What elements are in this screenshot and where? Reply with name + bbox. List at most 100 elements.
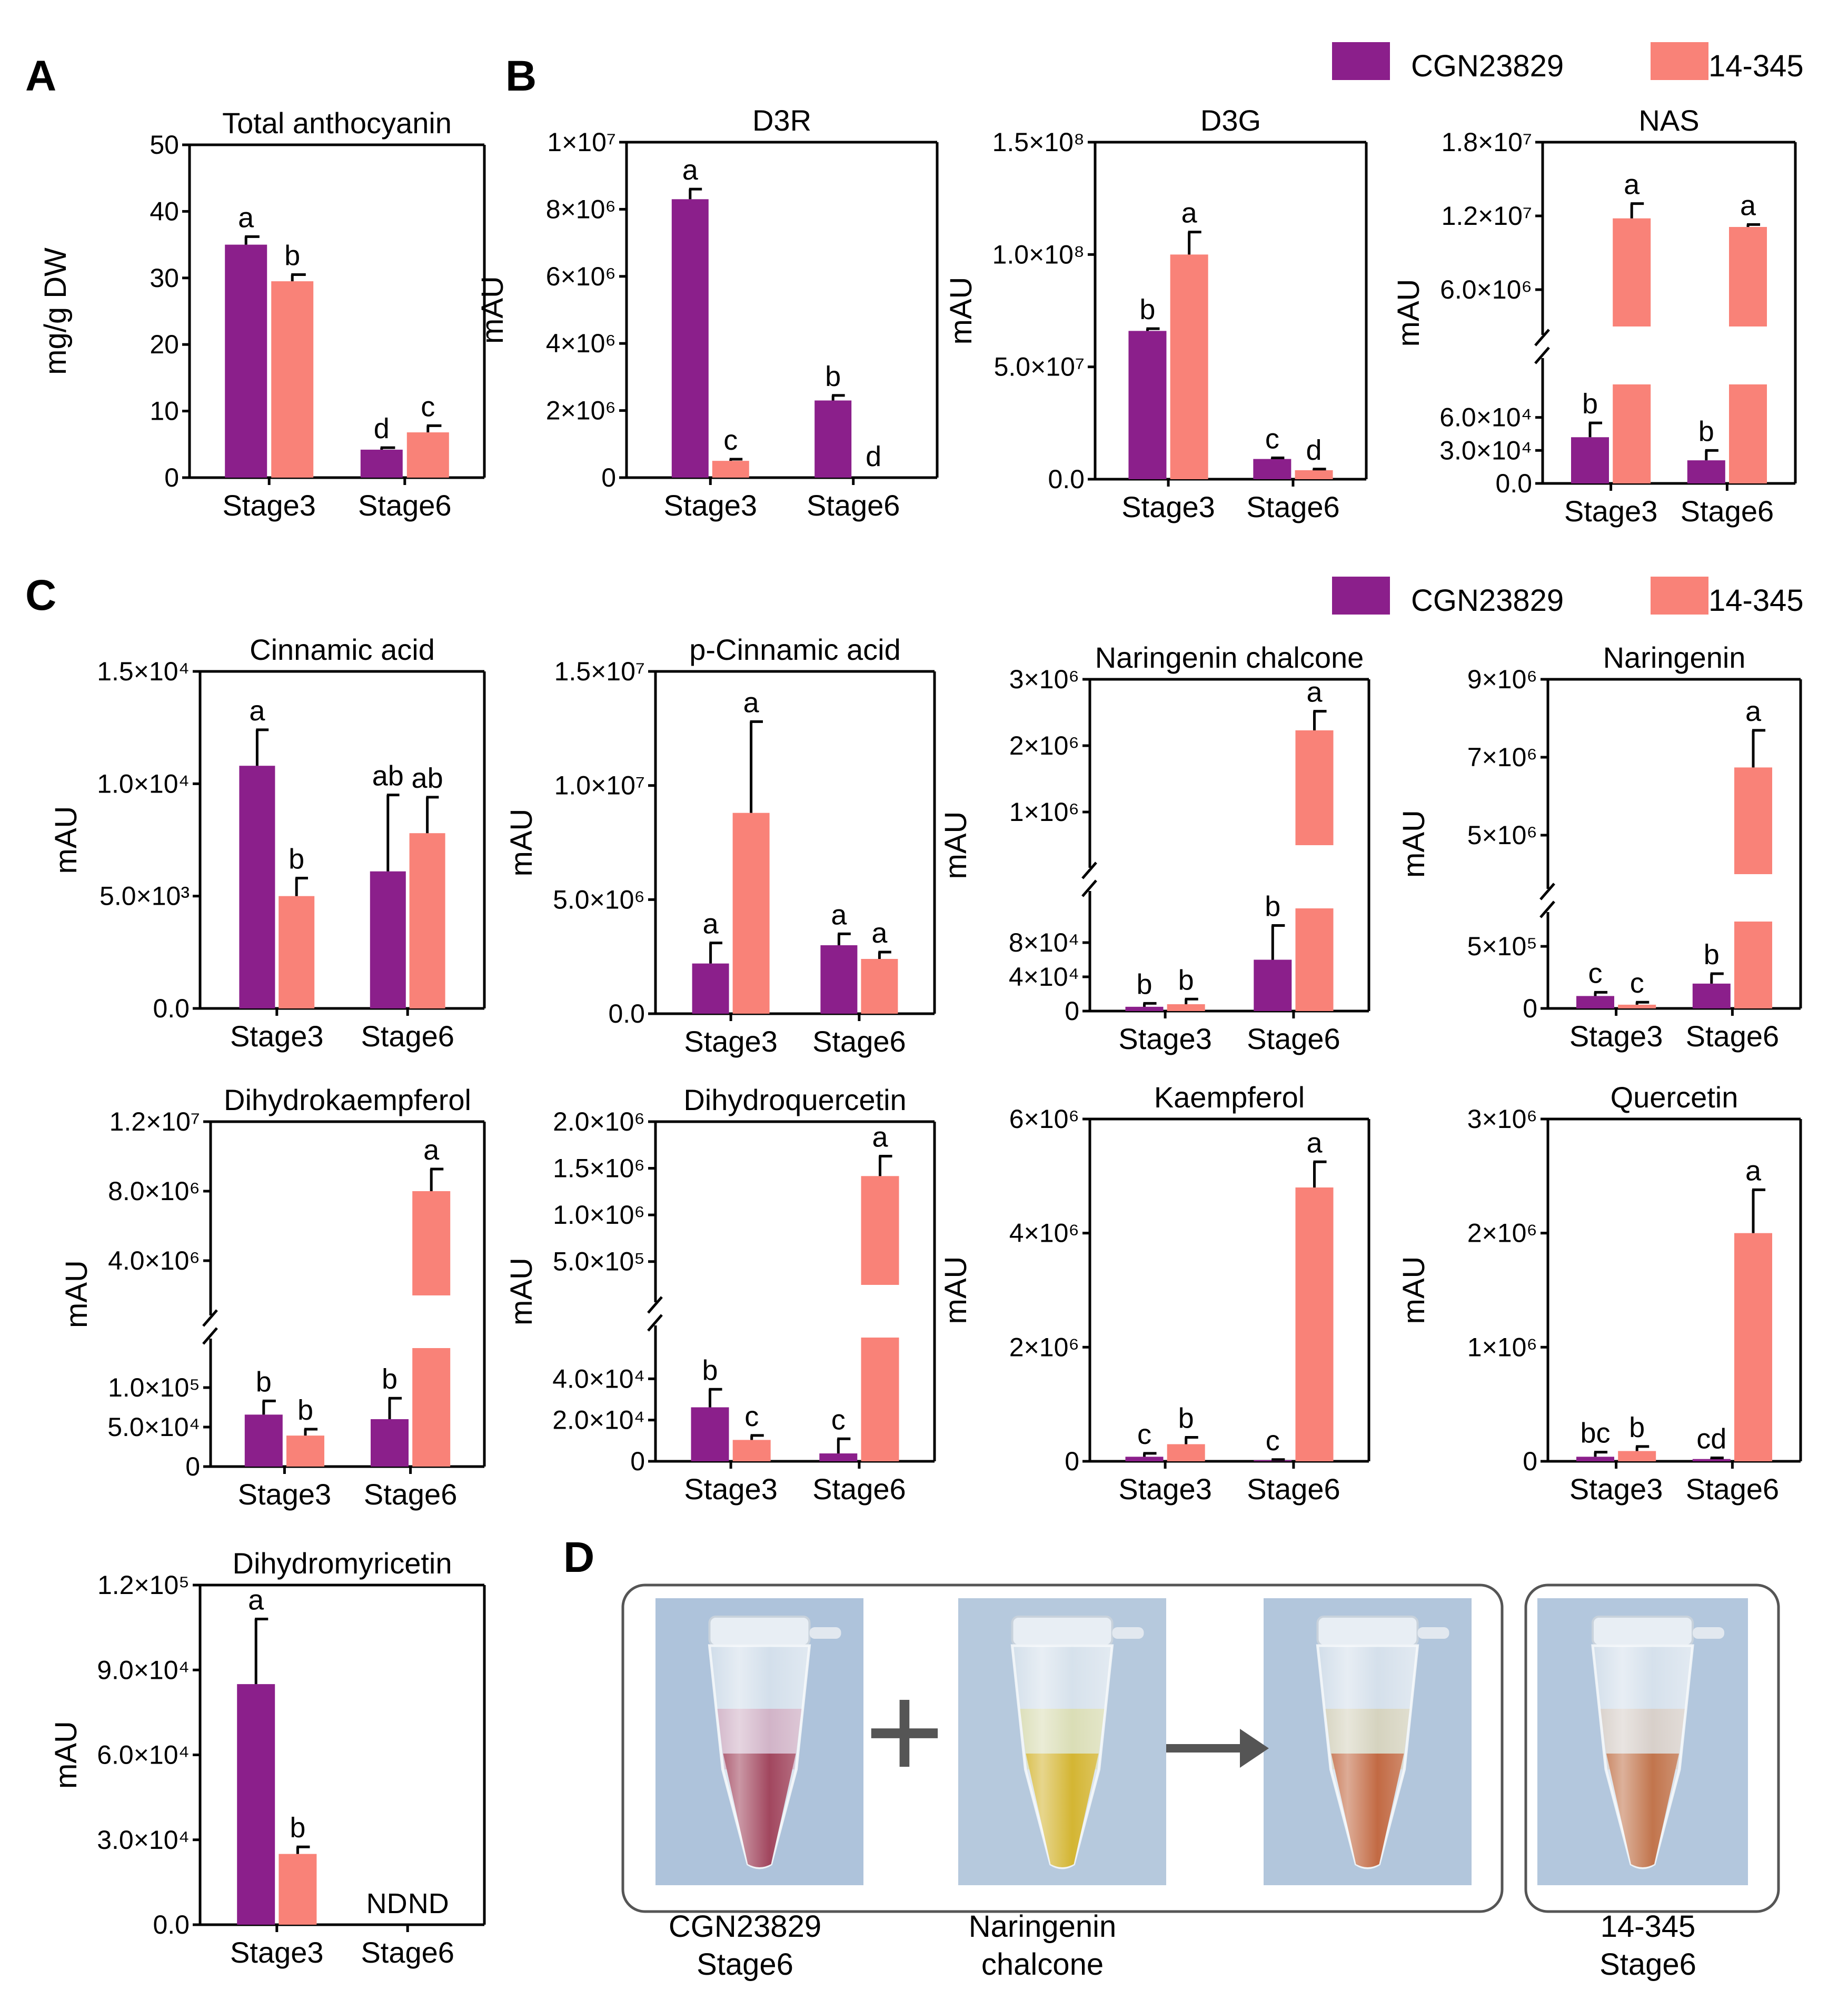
chart-naringenin-chalcone: 0 4×10⁴ 8×10⁴ 1×10⁶ 2×10⁶ 3×10⁶ Naringenin cha… [939, 641, 1370, 1055]
bar-stage6-s2 [1295, 730, 1334, 845]
y-tick-label: 0.0 [1495, 469, 1532, 498]
photo-naringenin-chalcone [958, 1598, 1166, 1885]
panel-d: + CGN23829 Stage6 Naringenin chalcone 14… [621, 1583, 1780, 1982]
tube-glare [1317, 1646, 1418, 1868]
significance-letter: b [289, 844, 304, 875]
chart-title: Total anthocyanin [222, 106, 452, 140]
significance-letter: cd [1696, 1423, 1726, 1455]
y-tick-label: 2.0×10⁴ [552, 1405, 645, 1435]
y-tick-label: 1.5×10⁷ [554, 657, 645, 686]
bar-stage3-s2 [279, 1854, 317, 1925]
y-tick-label: 6×10⁶ [546, 262, 616, 291]
bar-stage3-s1 [1571, 437, 1609, 483]
significance-letter: c [831, 1404, 846, 1435]
y-tick-label: 1.5×10⁶ [553, 1154, 645, 1183]
significance-letter: ND [408, 1888, 449, 1919]
y-tick-label: 5×10⁶ [1467, 820, 1537, 850]
bar-stage6-s1 [1254, 959, 1292, 1011]
significance-letter: d [866, 441, 881, 472]
photo-group-frame [621, 1583, 1504, 1913]
chart-naringenin: 0 5×10⁵ 5×10⁶ 7×10⁶ 9×10⁶ Naringenin mAU Stage3… [1397, 641, 1802, 1053]
significance-letter: b [290, 1812, 305, 1844]
chart-title: Quercetin [1611, 1081, 1738, 1114]
y-tick-label: 4.0×10⁴ [552, 1364, 645, 1393]
bar-stage6-s2 [1734, 1233, 1772, 1461]
photo-mixture [1264, 1598, 1472, 1885]
y-tick-label: 30 [150, 263, 179, 293]
y-tick-label: 3.0×10⁴ [1439, 435, 1532, 465]
y-axis-title: mAU [944, 277, 978, 345]
significance-letter: b [256, 1366, 272, 1398]
x-tick-label-stage3: Stage3 [1118, 1472, 1212, 1506]
x-tick-label-stage6: Stage6 [1247, 1022, 1340, 1055]
significance-letter: b [1178, 1403, 1194, 1434]
bar-stage3-s2 [1618, 1004, 1656, 1008]
chart-nas: 0.0 3.0×10⁴ 6.0×10⁴ 6.0×10⁶ 1.2×10⁷ 1.8×10⁷ NA… [1392, 104, 1797, 528]
y-tick-label: 4×10⁶ [1009, 1219, 1079, 1248]
x-tick-label-stage3: Stage3 [1569, 1019, 1663, 1053]
axis-break-mark [647, 1314, 663, 1332]
chart-p-cinnamic-acid: 0.0 5.0×10⁶ 1.0×10⁷ 1.5×10⁷ p-Cinnamic acid m… [504, 633, 936, 1058]
significance-letter: b [382, 1363, 398, 1395]
significance-letter: c [421, 391, 435, 422]
x-tick-label-stage6: Stage6 [1247, 1472, 1340, 1506]
significance-letter: c [744, 1401, 759, 1432]
legend-swatch-14-345 [1651, 42, 1708, 80]
y-tick-label: 10 [150, 397, 179, 426]
y-tick-label: 5.0×10⁶ [553, 885, 645, 914]
chart-title: Cinnamic acid [250, 633, 435, 666]
x-tick-label-stage3: Stage3 [684, 1472, 778, 1506]
significance-letter: a [703, 908, 719, 940]
significance-letter: c [1266, 1425, 1280, 1457]
bar-stage3-s2 [1613, 218, 1651, 326]
y-tick-label: 1×10⁷ [547, 127, 616, 157]
axis-break-mark [1539, 883, 1555, 900]
y-axis-title: mAU [1397, 810, 1431, 878]
tube-hinge [1112, 1627, 1144, 1639]
bar-stage3-s1 [691, 1407, 729, 1461]
y-axis-title: mAU [49, 1721, 83, 1789]
y-axis-title: mg/g DW [38, 247, 73, 375]
x-tick-label-stage3: Stage3 [1564, 494, 1658, 528]
y-tick-label: 2×10⁶ [1009, 731, 1079, 760]
y-tick-label: 4.0×10⁶ [108, 1246, 200, 1275]
significance-letter: a [1745, 1155, 1762, 1186]
bar-stage6-s1 [820, 945, 858, 1014]
chart-title: Dihydroquercetin [683, 1083, 906, 1116]
y-tick-label: 0.0 [1048, 464, 1085, 494]
significance-letter: b [1178, 964, 1194, 996]
bar-stage3-s1 [692, 963, 729, 1014]
y-tick-label: 1.5×10⁸ [992, 127, 1085, 157]
y-tick-label: 0 [185, 1452, 200, 1481]
y-tick-label: 1.2×10⁷ [1442, 201, 1532, 231]
chart-title: Dihydrokaempferol [224, 1083, 471, 1116]
y-tick-label: 1.0×10⁶ [553, 1200, 645, 1230]
bar-stage3-s2 [271, 281, 314, 478]
y-tick-label: 8×10⁴ [1009, 928, 1079, 957]
y-tick-label: 1.2×10⁷ [110, 1107, 200, 1136]
panel-label-c: C [25, 571, 56, 619]
y-tick-label: 1.0×10⁸ [992, 240, 1085, 269]
bar-stage3-s1 [1125, 1457, 1164, 1461]
plus-icon: + [865, 1656, 945, 1808]
x-tick-label-stage6: Stage6 [812, 1472, 906, 1506]
bar-stage6-s2-lower [412, 1348, 451, 1467]
y-axis-title: mAU [49, 806, 83, 874]
y-tick-label: 4×10⁶ [546, 329, 616, 358]
chart-title: NAS [1638, 104, 1699, 137]
x-tick-label-stage6: Stage6 [812, 1025, 906, 1058]
significance-letter: a [1181, 197, 1198, 229]
caption-cgn23829-line2: Stage6 [697, 1947, 793, 1982]
x-tick-label-stage3: Stage3 [1569, 1472, 1663, 1506]
bar-stage6-s2-lower [1734, 922, 1772, 1008]
axis-break-mark [202, 1327, 218, 1345]
bar-stage3-s2-lower [1613, 384, 1651, 483]
bar-stage6-s2 [1729, 227, 1767, 326]
legend-label-14-345: 14-345 [1708, 49, 1804, 83]
x-tick-label-stage6: Stage6 [361, 1019, 454, 1053]
tube-cap [1011, 1616, 1114, 1647]
y-tick-label: 2×10⁶ [1467, 1219, 1537, 1248]
axis-break-mark [1081, 879, 1097, 897]
tube-glare [709, 1646, 810, 1868]
significance-letter: b [1139, 294, 1155, 325]
